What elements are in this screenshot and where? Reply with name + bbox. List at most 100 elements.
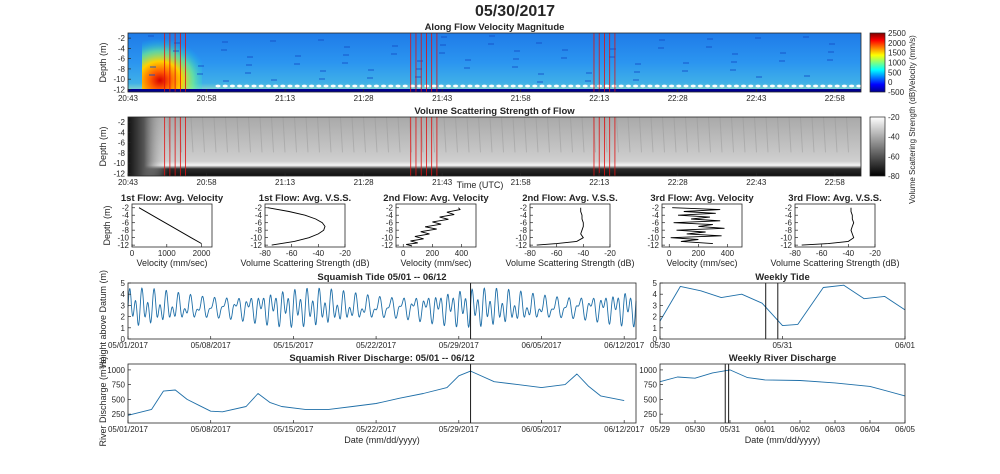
velocity-frame (127, 32, 862, 93)
velocity-bed-gap (741, 84, 747, 88)
vss-xtick-label: 20:58 (197, 178, 218, 187)
vss-streak (627, 116, 631, 153)
wtide-ytick-label: 5 (653, 279, 658, 288)
velocity-speckle (271, 79, 277, 81)
p3s-ytick-label: -2 (785, 204, 793, 213)
velocity-bed-gap (496, 84, 502, 88)
p2v-xtick-label: 400 (455, 249, 469, 258)
velocity-colorbar-tick: 1500 (888, 49, 906, 58)
discharge-plot: Squamish River Discharge: 05/01 -- 06/12… (98, 353, 645, 447)
velocity-speckle (246, 64, 252, 66)
velocity-speckle (610, 48, 616, 50)
p1s-ytick-label: -10 (250, 234, 262, 243)
vss-streak (731, 116, 734, 153)
velocity-bed-gap (337, 84, 343, 88)
wdischarge-xtick-label: 05/30 (685, 425, 706, 434)
velocity-bed-gap (503, 84, 509, 88)
p3s-ytick-label: -4 (785, 211, 793, 220)
p2v-ytick-label: -12 (381, 241, 393, 250)
velocity-bed-gap (784, 84, 790, 88)
tide-xtick-label: 05/29/2017 (439, 341, 480, 350)
wdischarge-ytick-label: 250 (644, 410, 658, 419)
velocity-bed-gap (395, 84, 401, 88)
velocity-xtick-label: 22:28 (668, 94, 689, 103)
p2v-ytick-label: -6 (386, 219, 394, 228)
vss-streak (846, 116, 849, 153)
velocity-bed-gap (244, 84, 250, 88)
vss-streak (236, 116, 240, 153)
velocity-speckle (440, 44, 446, 46)
p3v-ytick-label: -6 (652, 219, 660, 228)
tide-xtick-label: 05/15/2017 (273, 341, 314, 350)
velocity-speckle (562, 49, 568, 51)
p2s-frame (529, 203, 611, 248)
velocity-bed-gap (438, 84, 444, 88)
velocity-speckle (198, 65, 204, 67)
velocity-title: Along Flow Velocity Magnitude (425, 22, 565, 33)
velocity-speckle (464, 67, 470, 69)
vss-streak (834, 116, 838, 153)
velocity-bed-gap (726, 84, 732, 88)
velocity-colorbar-label: Velocity (mm/s) (908, 35, 917, 90)
velocity-speckle (367, 77, 373, 79)
velocity-speckle (513, 58, 519, 60)
wdischarge-title: Weekly River Discharge (729, 353, 837, 364)
velocity-bed-gap (510, 84, 516, 88)
velocity-colorbar-tick: 0 (888, 78, 893, 87)
velocity-speckle (707, 38, 713, 40)
p1v-ytick-label: -8 (122, 226, 130, 235)
p1s-ytick-label: -8 (255, 226, 263, 235)
p1s-ytick-label: -4 (255, 211, 263, 220)
discharge-frame (127, 363, 637, 424)
velocity-speckle (174, 42, 180, 44)
velocity-speckle (416, 68, 422, 70)
vss-streak (685, 116, 688, 153)
velocity-bed-gap (352, 84, 358, 88)
velocity-speckle (658, 47, 664, 49)
velocity-bed-gap (539, 84, 545, 88)
wtide-ytick-label: 0 (653, 335, 658, 344)
vss-streak (340, 116, 343, 153)
velocity-speckle (150, 66, 156, 68)
velocity-speckle (828, 51, 834, 53)
velocity-bed-gap (647, 84, 653, 88)
discharge-title: Squamish River Discharge: 05/01 -- 06/12 (289, 353, 474, 364)
p2s-series-line (536, 207, 584, 246)
velocity-bed-gap (323, 84, 329, 88)
p1v-frame (131, 203, 213, 248)
velocity-bed-gap (611, 84, 617, 88)
wdischarge-ytick-label: 1000 (639, 366, 657, 375)
vss-streak (639, 116, 642, 153)
velocity-heatmap: Along Flow Velocity Magnitude -2-4 -6-8-10… (98, 22, 917, 103)
velocity-bed-gap (719, 84, 725, 88)
velocity-speckle (634, 71, 640, 73)
vss-heatmap: Volume Scattering Strength of Flow -2-4 -6… (98, 89, 917, 204)
p2s-plot: 2nd Flow: Avg. V.S.S.-2-4-6-8-10-12-80 -6… (505, 193, 634, 268)
velocity-speckle (439, 52, 445, 54)
wdischarge-xtick-label: 06/03 (825, 425, 846, 434)
velocity-speckle (829, 43, 835, 45)
p2s-xlabel: Volume Scattering Strength (dB) (505, 258, 634, 268)
velocity-bed-gap (237, 84, 243, 88)
velocity-bed-gap (661, 84, 668, 88)
figure-title: 05/30/2017 (475, 3, 555, 20)
velocity-bed-gap (669, 84, 675, 88)
vss-xtick-label: 22:43 (746, 178, 767, 187)
vss-streak (282, 116, 286, 153)
vss-streak (788, 116, 792, 153)
velocity-bed-gap (705, 84, 711, 88)
tide-title: Squamish Tide 05/01 -- 06/12 (317, 272, 446, 283)
velocity-colorbar (869, 32, 886, 93)
velocity-bed-gap (388, 84, 394, 88)
vss-streak (443, 116, 447, 153)
velocity-speckle (635, 63, 641, 65)
p1v-ytick-label: -2 (122, 204, 130, 213)
vss-streak (225, 116, 228, 153)
velocity-bed-gap (805, 84, 812, 88)
vss-streak (478, 116, 481, 153)
velocity-bed-gap (345, 84, 351, 88)
p3s-series-line (801, 207, 855, 246)
vss-streak (351, 116, 355, 153)
velocity-bed-gap (582, 84, 588, 88)
p3s-ytick-label: -12 (780, 241, 792, 250)
